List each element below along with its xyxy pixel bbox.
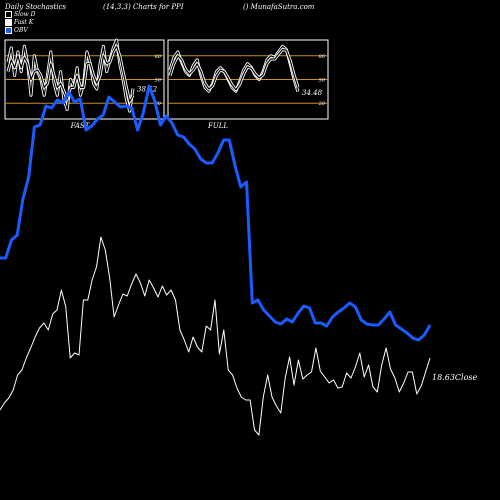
legend-slow-d: Slow D (5, 11, 36, 18)
close-value-label: 18.63Close (432, 373, 478, 382)
legend-obv: OBV (5, 27, 28, 34)
fast-series-line (7, 45, 134, 103)
fast-tick-label: 50 (155, 78, 162, 84)
full-series-line (169, 48, 299, 91)
legend-fast-k-label: Fast K (14, 19, 34, 26)
legend-slow-d-swatch (5, 11, 12, 18)
legend-fast-k-swatch (5, 19, 12, 26)
close-price-line (0, 236, 431, 436)
full-tick-label: 20 (318, 101, 326, 107)
obv-line (0, 84, 432, 342)
fast-panel-label: FAST (70, 122, 91, 130)
chart-title: Daily Stochastics (5, 3, 67, 11)
chart-params: (14,3,3) Charts for PPI (103, 3, 184, 11)
legend-obv-swatch (5, 27, 12, 34)
legend-fast-k: Fast K (5, 19, 33, 26)
full-last-value: 34.48 (302, 89, 323, 97)
chart-source: () MunafaSutra.com (243, 3, 315, 11)
fast-tick-label: 80 (155, 54, 162, 60)
full-tick-label: 50 (319, 78, 326, 84)
legend-slow-d-label: Slow D (14, 11, 36, 18)
fast-tick-label: 20 (154, 101, 162, 107)
legend-obv-label: OBV (14, 27, 28, 34)
full-tick-label: 80 (319, 54, 326, 60)
full-panel-label: FULL (207, 122, 228, 130)
